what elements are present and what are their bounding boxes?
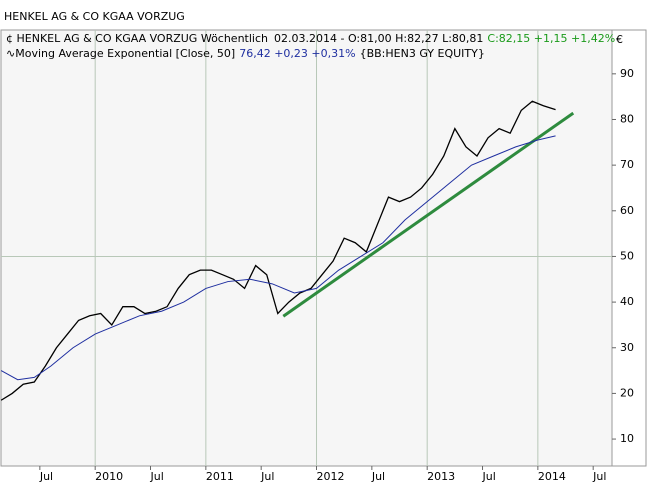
legend-name: Moving Average Exponential [Close, 50] <box>15 47 235 60</box>
y-tick-label: 80 <box>620 112 634 125</box>
x-tick-label: Jul <box>482 470 496 483</box>
x-tick-label: Jul <box>260 470 274 483</box>
y-axis-area <box>611 29 647 467</box>
legend-change: C:82,15 +1,15 +1,42% <box>487 32 615 45</box>
y-tick-label: 90 <box>620 67 634 80</box>
y-tick-label: 30 <box>620 341 634 354</box>
chart-title: HENKEL AG & CO KGAA VORZUG <box>4 10 185 23</box>
y-tick-label: 10 <box>620 432 634 445</box>
legend-icon: ¢ <box>6 32 17 45</box>
legend-change: 76,42 +0,23 +0,31% <box>239 47 355 60</box>
x-tick-label: Jul <box>39 470 53 483</box>
y-tick-label: 50 <box>620 249 634 262</box>
y-tick-label: 70 <box>620 158 634 171</box>
x-tick-label: Jul <box>371 470 385 483</box>
legend-info: 02.03.2014 - O:81,00 H:82,27 L:80,81 <box>274 32 483 45</box>
legend-source: {BB:HEN3 GY EQUITY} <box>360 47 485 60</box>
x-tick-label: Jul <box>150 470 164 483</box>
legend-icon: ∿ <box>6 47 15 60</box>
legend-name: HENKEL AG & CO KGAA VORZUG Wöchentlich <box>17 32 269 45</box>
x-tick-label: 2011 <box>206 470 234 483</box>
y-tick-label: 40 <box>620 295 634 308</box>
y-tick-label: 60 <box>620 204 634 217</box>
x-tick-label: 2010 <box>95 470 123 483</box>
legend-ema: ∿Moving Average Exponential [Close, 50] 7… <box>6 47 485 60</box>
ema-line <box>0 135 556 381</box>
x-tick-label: Jul <box>592 470 606 483</box>
x-tick-label: 2014 <box>538 470 566 483</box>
trendline <box>282 111 575 318</box>
price-line <box>0 100 556 401</box>
plot-area <box>0 29 613 467</box>
x-tick-label: 2012 <box>317 470 345 483</box>
x-tick-label: 2013 <box>427 470 455 483</box>
legend-price: ¢ HENKEL AG & CO KGAA VORZUG Wöchentlich… <box>6 32 615 45</box>
y-tick-label: 20 <box>620 386 634 399</box>
currency-label: € <box>616 33 623 46</box>
